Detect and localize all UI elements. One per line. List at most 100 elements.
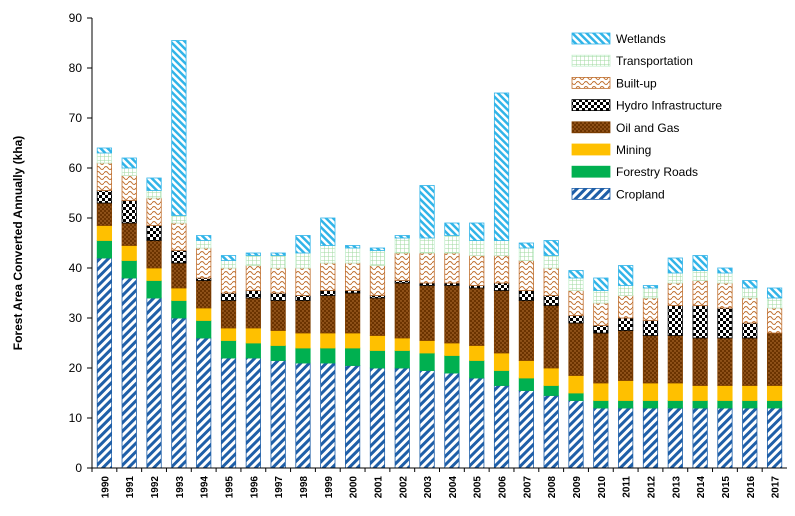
bar-segment-forestry-roads xyxy=(146,280,162,299)
bar-segment-transportation xyxy=(369,250,386,266)
bar-segment-mining xyxy=(642,382,659,401)
bars-group xyxy=(96,40,783,469)
legend-label: Transportation xyxy=(616,54,693,68)
bar-segment-transportation xyxy=(320,245,336,264)
bar-segment-built-up xyxy=(642,297,659,321)
bar-segment-wetlands xyxy=(171,40,187,216)
bar-segment-hydro-infrastructure xyxy=(270,292,286,301)
x-tick-label: 1995 xyxy=(225,476,236,499)
bar-segment-built-up xyxy=(493,255,510,284)
bar-segment-mining xyxy=(667,382,683,401)
bar-segment-built-up xyxy=(369,265,386,296)
bar-segment-transportation xyxy=(543,255,559,269)
bar-segment-built-up xyxy=(245,265,261,291)
legend-item-wetlands: Wetlands xyxy=(571,32,666,46)
y-axis-title: Forest Area Converted Annually (kha) xyxy=(11,136,25,351)
bar-segment-oil-and-gas xyxy=(96,202,113,226)
bar-segment-hydro-infrastructure xyxy=(96,190,113,204)
bar-segment-hydro-infrastructure xyxy=(320,290,336,296)
y-tick-label: 30 xyxy=(69,311,83,325)
bar-segment-forestry-roads xyxy=(493,370,510,386)
bar-segment-cropland xyxy=(245,357,261,469)
bar-segment-mining xyxy=(320,332,336,349)
y-tick-label: 70 xyxy=(69,111,83,125)
bar-segment-oil-and-gas xyxy=(419,285,435,341)
bar-segment-wetlands xyxy=(543,240,559,256)
bar-segment-built-up xyxy=(518,260,534,291)
x-axis-labels: 1990 1991 1992 1993 1994 1995 1996 1997 1998 1999… xyxy=(91,468,782,499)
x-tick-label: 2014 xyxy=(696,476,707,499)
bar-segment-cropland xyxy=(419,370,435,469)
bar-segment-hydro-infrastructure xyxy=(295,295,311,301)
bar-segment-oil-and-gas xyxy=(121,222,137,246)
bar-segment-cropland xyxy=(220,357,237,469)
bar-segment-wetlands xyxy=(369,247,386,251)
y-tick-label: 10 xyxy=(69,411,83,425)
bar-segment-built-up xyxy=(692,280,708,306)
bar-segment-forestry-roads xyxy=(245,342,261,359)
bar-segment-built-up xyxy=(618,295,634,319)
bar-segment-wetlands xyxy=(742,280,758,289)
bar-segment-transportation xyxy=(518,247,534,261)
bar-segment-transportation xyxy=(295,252,311,269)
bar-segment-wetlands xyxy=(121,157,137,169)
bar-segment-cropland xyxy=(469,377,485,469)
x-tick-label: 2012 xyxy=(646,476,657,499)
legend-swatch xyxy=(571,99,611,111)
bar-segment-transportation xyxy=(270,255,286,269)
bar-segment-cropland xyxy=(518,390,534,469)
bar-segment-built-up xyxy=(667,282,683,306)
bar-segment-oil-and-gas xyxy=(146,240,162,269)
bar-segment-oil-and-gas xyxy=(593,332,609,384)
bar-segment-forestry-roads xyxy=(369,350,386,369)
bar-segment-transportation xyxy=(345,247,361,264)
x-tick-label: 2009 xyxy=(572,476,583,499)
bar-segment-oil-and-gas xyxy=(618,330,634,381)
bar-segment-built-up xyxy=(568,290,584,316)
bar-segment-transportation xyxy=(196,240,212,249)
bar-segment-mining xyxy=(196,307,212,321)
bar-segment-transportation xyxy=(618,285,634,296)
bar-segment-mining xyxy=(121,245,137,261)
legend-swatch xyxy=(571,32,611,45)
bar-segment-transportation xyxy=(692,270,708,281)
x-tick-label: 2010 xyxy=(597,476,608,499)
x-tick-label: 1994 xyxy=(200,476,211,499)
bar-segment-forestry-roads xyxy=(593,400,609,409)
bar-segment-forestry-roads xyxy=(642,400,659,409)
x-tick-label: 2017 xyxy=(771,476,782,499)
bar-segment-cropland xyxy=(146,297,162,469)
bar-segment-wetlands xyxy=(593,277,609,291)
bar-segment-hydro-infrastructure xyxy=(593,325,609,334)
bar-segment-transportation xyxy=(220,260,237,269)
y-axis-ticks: 0 10 20 30 40 50 60 70 80 90 xyxy=(69,11,92,475)
y-tick-label: 0 xyxy=(75,461,82,475)
legend-swatch xyxy=(571,121,611,134)
bar-segment-built-up xyxy=(444,252,460,284)
bar-segment-built-up xyxy=(742,297,758,324)
bar-segment-mining xyxy=(618,380,634,401)
bar-segment-wetlands xyxy=(717,267,733,274)
bar-segment-wetlands xyxy=(345,245,361,249)
legend-swatch xyxy=(571,54,611,67)
bar-segment-oil-and-gas xyxy=(394,282,410,339)
x-tick-label: 2004 xyxy=(448,476,459,499)
legend: Wetlands Transportation Built-up Hydro Infr… xyxy=(571,32,722,201)
bar-segment-transportation xyxy=(493,240,510,256)
bar-segment-hydro-infrastructure xyxy=(146,225,162,241)
bar-segment-transportation xyxy=(171,215,187,224)
x-tick-label: 2016 xyxy=(746,476,757,499)
bar-segment-cropland xyxy=(394,367,410,469)
bar-segment-cropland xyxy=(369,367,386,469)
x-tick-label: 2002 xyxy=(398,476,409,499)
legend-label: Mining xyxy=(616,143,651,157)
bar-segment-wetlands xyxy=(295,235,311,254)
bar-segment-transportation xyxy=(593,290,609,304)
bar-segment-mining xyxy=(766,385,783,401)
bar-segment-built-up xyxy=(121,175,137,201)
bar-segment-built-up xyxy=(469,255,485,286)
bar-segment-mining xyxy=(444,342,460,356)
bar-segment-forestry-roads xyxy=(766,400,783,409)
bar-segment-cropland xyxy=(295,362,311,469)
bar-segment-wetlands xyxy=(518,242,534,249)
